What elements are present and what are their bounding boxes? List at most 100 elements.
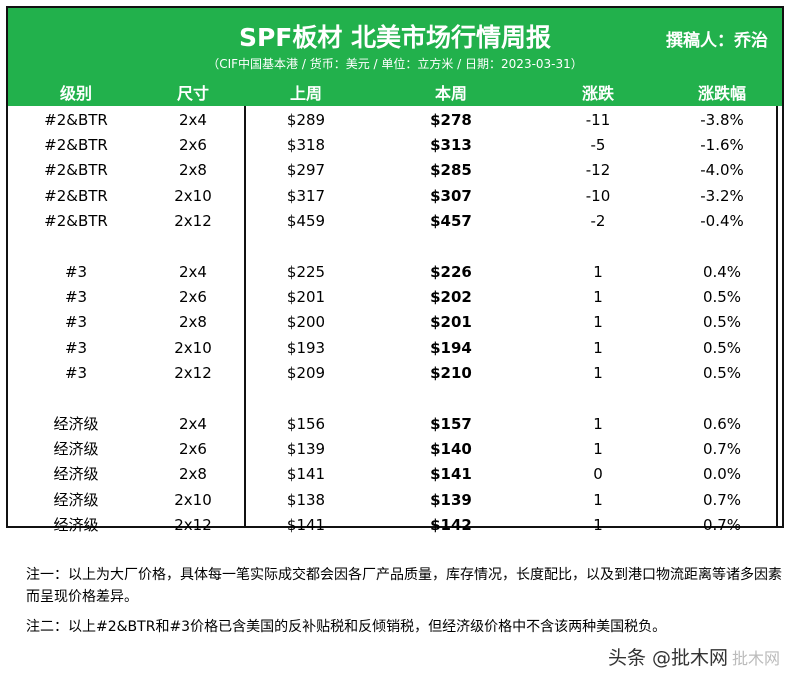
grade-cell: #3 bbox=[64, 263, 88, 281]
this-week-cell: $457 bbox=[430, 211, 472, 230]
grade-cell: #2&BTR bbox=[44, 111, 108, 129]
this-week-cell: $307 bbox=[430, 186, 472, 205]
grade-cell: 经济级 bbox=[53, 465, 99, 484]
table-row: #3 2x6 $201 $202 1 0.5% bbox=[8, 285, 782, 309]
last-week-cell: $139 bbox=[286, 440, 326, 459]
table-row: #3 2x8 $200 $201 1 0.5% bbox=[8, 310, 782, 334]
this-week-cell: $285 bbox=[430, 161, 472, 180]
change-pct-cell: -0.4% bbox=[700, 211, 744, 230]
change-cell: 1 bbox=[593, 288, 603, 307]
last-week-cell: $225 bbox=[286, 263, 326, 281]
this-week-cell: $194 bbox=[430, 338, 472, 357]
table-row: #2&BTR 2x12 $459 $457 -2 -0.4% bbox=[8, 209, 782, 233]
last-week-cell: $318 bbox=[286, 136, 326, 155]
change-cell: 1 bbox=[593, 313, 603, 332]
change-cell: 1 bbox=[593, 515, 603, 534]
grade-cell: #3 bbox=[64, 288, 88, 307]
this-week-cell: $142 bbox=[430, 515, 472, 534]
table-row: #3 2x4 $225 $226 1 0.4% bbox=[8, 260, 782, 284]
note-2: 注二：以上#2&BTR和#3价格已含美国的反补贴税和反倾销税，但经济级价格中不含… bbox=[26, 619, 667, 635]
grade-cell: #2&BTR bbox=[44, 211, 108, 230]
last-week-cell: $289 bbox=[286, 111, 326, 129]
change-cell: -12 bbox=[585, 161, 611, 180]
size-cell: 2x6 bbox=[179, 288, 207, 307]
table-row: 经济级 2x6 $139 $140 1 0.7% bbox=[8, 437, 782, 461]
change-cell: -11 bbox=[585, 111, 611, 129]
change-cell: -10 bbox=[585, 186, 611, 205]
size-cell: 2x10 bbox=[174, 186, 212, 205]
change-cell: 1 bbox=[593, 363, 603, 382]
note-1: 注一：以上为大厂价格，具体每一笔实际成交都会因各厂产品质量，库存情况，长度配比，… bbox=[26, 567, 782, 605]
change-pct-cell: 0.5% bbox=[702, 363, 742, 382]
grade-cell: #3 bbox=[64, 313, 88, 332]
size-cell: 2x12 bbox=[174, 211, 212, 230]
change-cell: 1 bbox=[593, 415, 603, 433]
price-table-frame: SPF板材 北美市场行情周报 撰稿人：乔治 （CIF中国基本港 / 货币：美元 … bbox=[6, 6, 784, 534]
grade-cell: #3 bbox=[64, 338, 88, 357]
change-pct-cell: 0.5% bbox=[702, 313, 742, 332]
last-week-cell: $201 bbox=[286, 288, 326, 307]
table-row: 经济级 2x10 $138 $139 1 0.7% bbox=[8, 488, 782, 512]
change-pct-cell: 0.6% bbox=[702, 415, 742, 433]
grade-cell: #2&BTR bbox=[44, 186, 108, 205]
change-cell: -5 bbox=[590, 136, 606, 155]
table-row: #2&BTR 2x8 $297 $285 -12 -4.0% bbox=[8, 158, 782, 182]
table-row: #2&BTR 2x10 $317 $307 -10 -3.2% bbox=[8, 184, 782, 208]
change-pct-cell: 0.5% bbox=[702, 288, 742, 307]
last-week-cell: $193 bbox=[286, 338, 326, 357]
last-week-cell: $141 bbox=[286, 465, 326, 484]
size-cell: 2x4 bbox=[179, 111, 207, 129]
this-week-cell: $313 bbox=[430, 136, 472, 155]
table-header: SPF板材 北美市场行情周报 撰稿人：乔治 （CIF中国基本港 / 货币：美元 … bbox=[8, 8, 782, 106]
column-header-size: 尺寸 bbox=[176, 84, 209, 103]
change-pct-cell: -3.8% bbox=[700, 111, 744, 129]
size-cell: 2x8 bbox=[179, 313, 207, 332]
column-divider-left bbox=[244, 106, 246, 526]
change-pct-cell: 0.7% bbox=[702, 490, 742, 509]
column-header-last-week: 上周 bbox=[289, 84, 322, 103]
change-cell: 0 bbox=[593, 465, 603, 484]
this-week-cell: $226 bbox=[430, 263, 472, 281]
change-pct-cell: -4.0% bbox=[700, 161, 744, 180]
column-header-change: 涨跌 bbox=[581, 84, 614, 103]
last-week-cell: $141 bbox=[286, 515, 326, 534]
grade-cell: #2&BTR bbox=[44, 161, 108, 180]
last-week-cell: $459 bbox=[286, 211, 326, 230]
table-row: 经济级 2x4 $156 $157 1 0.6% bbox=[8, 412, 782, 436]
report-title: SPF板材 北美市场行情周报 bbox=[238, 23, 552, 52]
size-cell: 2x4 bbox=[179, 263, 207, 281]
this-week-cell: $139 bbox=[430, 490, 472, 509]
this-week-cell: $201 bbox=[430, 313, 472, 332]
change-cell: 1 bbox=[593, 440, 603, 459]
grade-cell: 经济级 bbox=[53, 440, 99, 459]
grade-cell: #2&BTR bbox=[44, 136, 108, 155]
change-pct-cell: 0.4% bbox=[702, 263, 742, 281]
size-cell: 2x6 bbox=[179, 440, 207, 459]
grade-cell: 经济级 bbox=[53, 515, 99, 534]
grade-cell: 经济级 bbox=[53, 490, 99, 509]
column-divider-right bbox=[776, 106, 778, 526]
change-pct-cell: -3.2% bbox=[700, 186, 744, 205]
size-cell: 2x12 bbox=[174, 363, 212, 382]
change-cell: 1 bbox=[593, 490, 603, 509]
table-row: 经济级 2x12 $141 $142 1 0.7% bbox=[8, 513, 782, 537]
size-cell: 2x10 bbox=[174, 338, 212, 357]
size-cell: 2x12 bbox=[174, 515, 212, 534]
change-cell: 1 bbox=[593, 263, 603, 281]
this-week-cell: $140 bbox=[430, 440, 472, 459]
last-week-cell: $209 bbox=[286, 363, 326, 382]
column-header-change-pct: 涨跌幅 bbox=[697, 84, 746, 103]
change-pct-cell: 0.7% bbox=[702, 440, 742, 459]
grade-cell: 经济级 bbox=[53, 415, 99, 433]
table-row: #3 2x12 $209 $210 1 0.5% bbox=[8, 361, 782, 385]
this-week-cell: $202 bbox=[430, 288, 472, 307]
last-week-cell: $156 bbox=[286, 415, 326, 433]
size-cell: 2x4 bbox=[179, 415, 207, 433]
watermark-ghost: 批木网 bbox=[731, 649, 780, 668]
change-pct-cell: 0.0% bbox=[702, 465, 742, 484]
size-cell: 2x6 bbox=[179, 136, 207, 155]
table-row: 经济级 2x8 $141 $141 0 0.0% bbox=[8, 462, 782, 486]
table-row: #2&BTR 2x6 $318 $313 -5 -1.6% bbox=[8, 133, 782, 157]
author-label: 撰稿人：乔治 bbox=[666, 31, 768, 51]
table-row: #3 2x10 $193 $194 1 0.5% bbox=[8, 336, 782, 360]
